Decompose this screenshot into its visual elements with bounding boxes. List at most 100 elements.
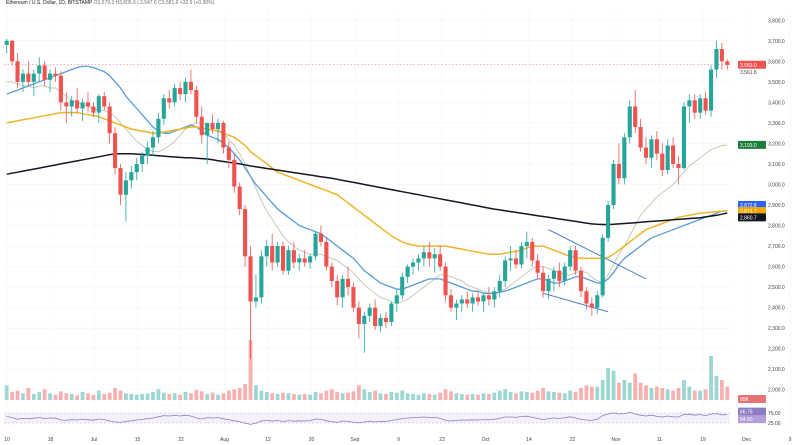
candle-body <box>622 137 627 179</box>
volume-bar <box>324 390 329 400</box>
volume-bar <box>698 390 703 400</box>
candle-body <box>611 163 616 205</box>
volume-bar <box>633 373 638 400</box>
y-tick-label: 3,800.0 <box>768 18 785 24</box>
volume-bar <box>107 392 112 400</box>
x-tick-label: Aug <box>220 437 229 443</box>
candle-body <box>568 250 573 267</box>
tag-rsi-a-bg <box>738 407 766 416</box>
candle-body <box>329 266 334 281</box>
volume-bar <box>535 390 540 400</box>
candle-body <box>681 106 687 169</box>
volume-bar <box>470 394 475 400</box>
y-tick-label: 2,700.0 <box>768 244 785 250</box>
tag-rsi-b-bg <box>738 415 766 424</box>
candle-body <box>183 81 188 95</box>
x-tick-label: 9 <box>789 437 792 443</box>
candle-body <box>253 297 258 302</box>
candle-body <box>80 102 85 109</box>
volume-bar <box>584 385 589 400</box>
candle-body <box>356 307 361 325</box>
rsi-tick-label: 75.00 <box>768 411 781 417</box>
volume-bar <box>562 393 567 400</box>
volume-bar <box>687 386 692 400</box>
candle-body <box>237 186 242 210</box>
y-tick-label: 2,300.0 <box>768 326 785 332</box>
candle-body <box>145 147 150 156</box>
candle-body <box>400 276 405 296</box>
volume-bar <box>232 389 237 400</box>
volume-bar <box>145 393 150 400</box>
volume-bar <box>264 392 269 400</box>
volume-bar <box>552 392 556 400</box>
rsi-tick-label: 25.00 <box>768 421 781 427</box>
candle-body <box>194 90 199 117</box>
volume-bar <box>26 388 31 400</box>
candle-body <box>508 258 513 261</box>
volume-bar <box>15 390 20 400</box>
volume-bar <box>438 392 443 400</box>
ma-mid-line <box>6 111 728 260</box>
candle-body <box>513 258 519 265</box>
x-tick-label: 14 <box>526 437 532 443</box>
candle-body <box>15 61 20 82</box>
volume-bar <box>411 394 415 400</box>
volume-bar <box>172 393 177 400</box>
volume-bar <box>449 391 453 400</box>
candle-body <box>297 258 302 263</box>
volume-bar <box>400 390 405 400</box>
x-tick-label: Sep <box>351 437 360 443</box>
candle-body <box>118 168 123 195</box>
candle-body <box>643 147 649 158</box>
y-tick-label: 2,200.0 <box>768 347 785 353</box>
candle-body <box>53 73 58 76</box>
volume-bar <box>719 380 724 400</box>
candle-body <box>42 65 47 80</box>
volume-bar <box>113 388 117 400</box>
candle-body <box>578 270 584 292</box>
volume-bar <box>589 386 594 400</box>
volume-bar <box>514 393 518 400</box>
candle-body <box>20 73 26 82</box>
volume-bar <box>75 395 80 400</box>
candle-body <box>649 139 654 158</box>
candle-body <box>692 100 697 113</box>
tag-volume-bg <box>738 395 766 403</box>
volume-bar <box>129 394 134 400</box>
volume-bar <box>405 393 410 400</box>
candle-body <box>573 250 578 271</box>
rsi-panel: 75.00 25.00 <box>4 411 781 427</box>
y-tick-label: 3,100.0 <box>768 162 785 168</box>
candle-body <box>394 295 399 304</box>
tag-rsi-b: 64.60 <box>740 417 753 423</box>
volume-bar <box>416 394 421 400</box>
volume-bar <box>649 388 654 400</box>
candle-body <box>427 252 432 259</box>
volume-bar <box>682 380 686 400</box>
volume-bar <box>671 390 676 400</box>
time-axis[interactable]: 10 18 Jul 15 22 Aug 12 20 Sep 9 23 Oct 14 22 Nov 11 19 De… <box>4 437 791 443</box>
volume-bar <box>638 382 643 400</box>
volume-bar <box>226 390 231 400</box>
volume-bar <box>725 386 730 400</box>
volume-bar <box>156 389 161 400</box>
price-axis[interactable]: 3,800.0 3,700.0 3,600.0 3,500.0 3,400.0 3,300… <box>768 18 785 393</box>
candle-body <box>345 278 351 288</box>
volume-bar <box>221 393 226 400</box>
volume-bar <box>340 393 345 400</box>
candle-body <box>443 266 448 296</box>
y-tick-label: 3,300.0 <box>768 121 785 127</box>
volume-bar <box>692 390 697 400</box>
volume-bar <box>367 392 372 400</box>
candle-body <box>389 303 394 322</box>
candle-body <box>259 256 264 298</box>
y-tick-label: 2,600.0 <box>768 265 785 271</box>
tag-ma-long: 2,860.7 <box>740 215 757 221</box>
candle-body <box>96 96 101 113</box>
volume-bar <box>384 394 388 400</box>
candle-body <box>432 254 437 259</box>
volume-bar <box>167 394 172 400</box>
volume-bar <box>660 388 665 400</box>
candle-body <box>280 246 286 271</box>
